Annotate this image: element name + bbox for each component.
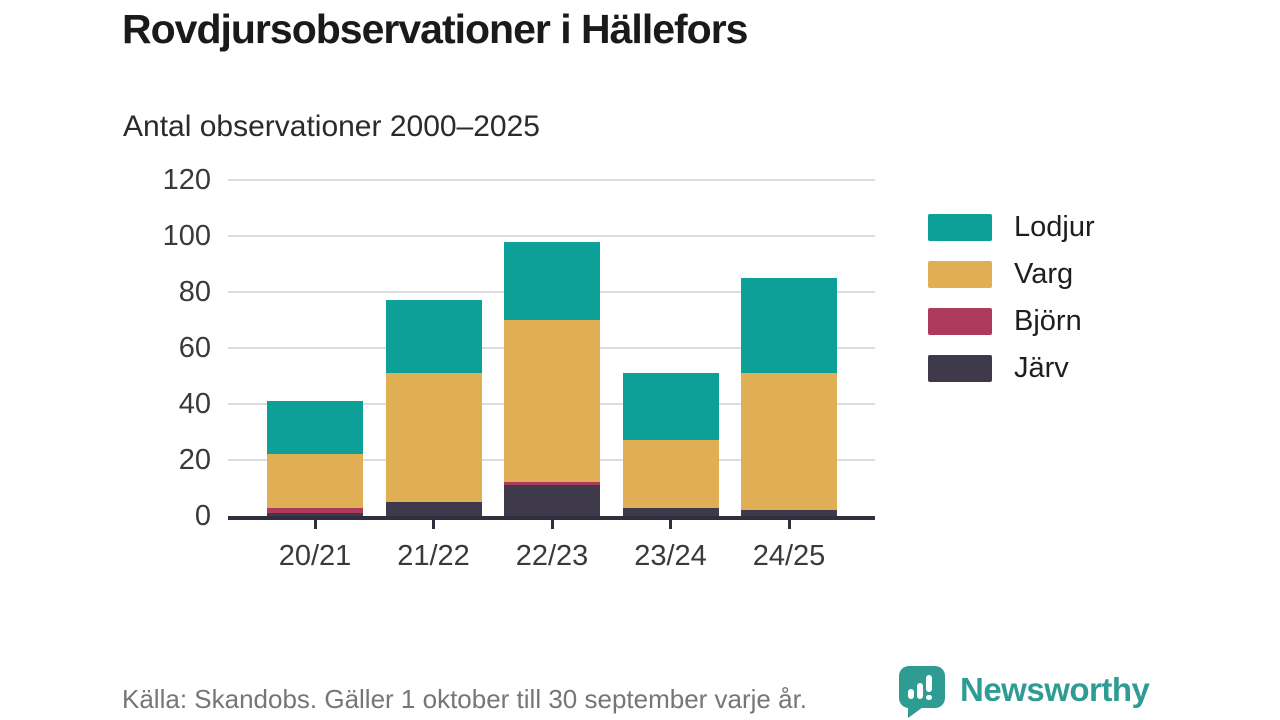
y-axis-label: 20 (178, 444, 211, 476)
y-axis-label: 0 (194, 500, 211, 532)
bar-segment-järv (267, 513, 363, 516)
bar-segment-järv (385, 501, 482, 516)
y-axis-label: 80 (178, 276, 211, 308)
bar-segment-varg (741, 373, 837, 511)
y-axis-label: 40 (178, 388, 211, 420)
page-title: Rovdjursobservationer i Hällefors (122, 6, 748, 52)
x-axis-tick (313, 520, 317, 529)
legend-swatch-lodjur (928, 214, 992, 241)
y-axis-label: 120 (162, 164, 211, 196)
x-axis-tick (787, 520, 791, 529)
newsworthy-logo: Newsworthy (898, 665, 1150, 719)
source-note: Källa: Skandobs. Gäller 1 oktober till 3… (122, 684, 808, 714)
bar-23/24 (622, 373, 719, 516)
bar-segment-järv (504, 485, 600, 516)
legend-item-varg: Varg (928, 258, 1095, 290)
bar-segment-varg (385, 373, 482, 502)
legend-swatch-björn (928, 308, 992, 335)
bar-segment-varg (267, 454, 363, 508)
x-axis-line (228, 516, 875, 520)
gridline (228, 235, 875, 237)
bar-22/23 (504, 241, 600, 516)
bar-segment-björn (504, 482, 600, 486)
x-axis-label: 23/24 (634, 540, 707, 572)
bar-segment-järv (622, 507, 719, 516)
bar-21/22 (385, 300, 482, 516)
legend-label: Järv (1014, 352, 1069, 384)
legend-swatch-järv (928, 355, 992, 382)
x-axis-label: 22/23 (515, 540, 589, 572)
bar-segment-varg (504, 319, 600, 483)
bar-segment-järv (741, 510, 837, 516)
bar-segment-lodjur (622, 373, 719, 441)
bar-20/21 (267, 401, 363, 516)
bar-segment-lodjur (504, 241, 600, 320)
bar-24/25 (741, 278, 837, 516)
chart-legend: Lodjur Varg Björn Järv (928, 211, 1095, 402)
bar-segment-lodjur (385, 300, 482, 374)
x-axis-tick (432, 520, 435, 529)
x-axis-label: 24/25 (752, 540, 826, 572)
legend-label: Lodjur (1014, 211, 1095, 243)
x-axis-label: 21/22 (397, 540, 470, 572)
legend-item-lodjur: Lodjur (928, 211, 1095, 243)
x-axis-tick (669, 520, 672, 529)
y-axis-label: 60 (178, 332, 211, 364)
bar-segment-varg (622, 440, 719, 508)
bar-segment-lodjur (267, 401, 363, 455)
legend-label: Varg (1014, 258, 1074, 290)
legend-item-björn: Björn (928, 305, 1095, 337)
legend-swatch-varg (928, 261, 992, 288)
bar-segment-björn (267, 507, 363, 514)
y-axis-label: 100 (162, 220, 211, 252)
x-axis-tick (550, 520, 554, 529)
newsworthy-logo-icon (899, 666, 945, 718)
gridline (228, 179, 875, 181)
legend-label: Björn (1014, 305, 1082, 337)
legend-item-järv: Järv (928, 352, 1095, 384)
chart-subtitle: Antal observationer 2000–2025 (123, 110, 540, 143)
newsworthy-wordmark: Newsworthy (960, 671, 1150, 708)
bar-segment-lodjur (741, 278, 837, 374)
x-axis-label: 20/21 (278, 540, 352, 572)
